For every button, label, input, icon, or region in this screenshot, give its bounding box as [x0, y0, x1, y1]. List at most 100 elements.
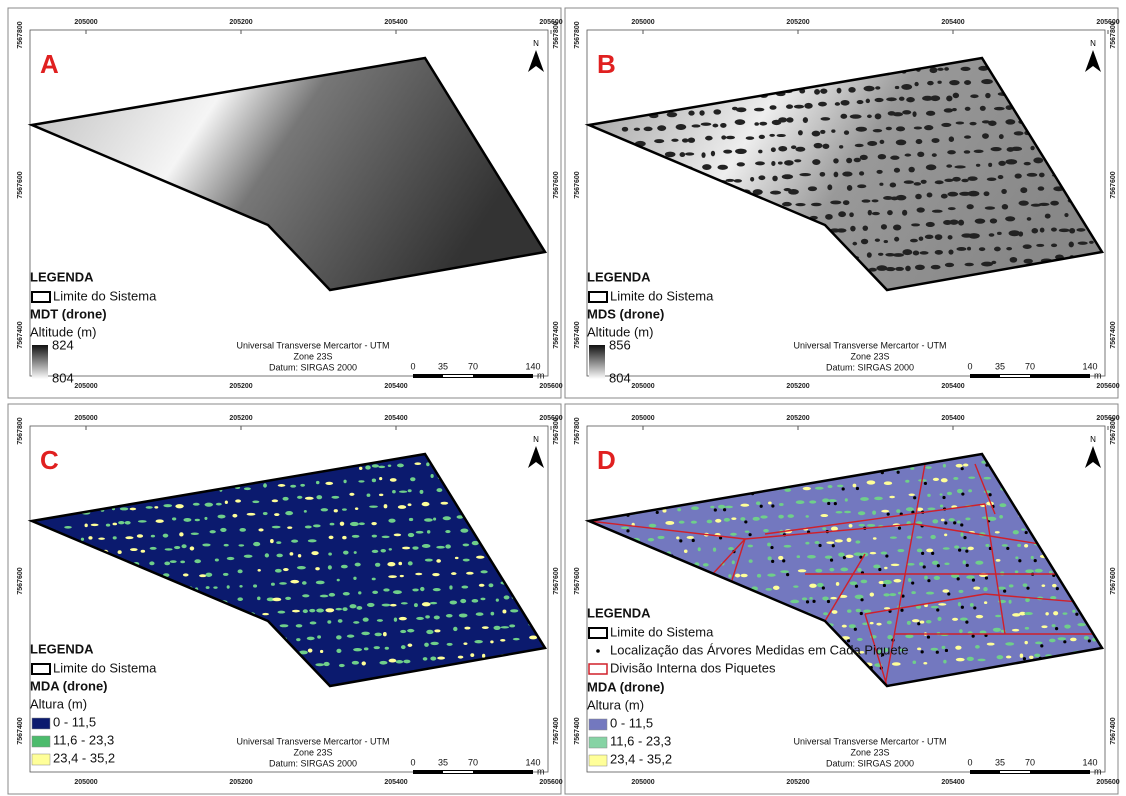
canopy	[311, 551, 318, 555]
canopy	[702, 164, 711, 170]
canopy	[257, 596, 261, 600]
canopy	[409, 518, 413, 521]
canopy	[921, 180, 927, 184]
legend-heading: MDT (drone)	[30, 306, 107, 321]
canopy	[408, 533, 414, 537]
canopy	[947, 492, 952, 496]
canopy	[799, 173, 811, 176]
canopy	[202, 543, 210, 546]
canopy	[1033, 157, 1043, 163]
scale-unit: m	[537, 766, 545, 776]
canopy	[890, 182, 897, 187]
canopy	[890, 536, 897, 539]
scale-bar-gap	[443, 375, 473, 377]
canopy	[258, 528, 263, 531]
canopy	[434, 616, 440, 620]
canopy	[958, 220, 964, 226]
canopy	[215, 558, 219, 561]
canopy	[844, 130, 849, 135]
canopy	[924, 125, 933, 130]
canopy	[845, 555, 853, 558]
canopy	[113, 523, 118, 526]
canopy	[884, 240, 888, 243]
canopy	[825, 214, 833, 220]
canopy	[384, 504, 388, 508]
canopy	[461, 586, 468, 589]
canopy	[944, 108, 953, 112]
tree-point	[937, 564, 940, 567]
canopy	[425, 559, 433, 562]
canopy	[803, 117, 808, 123]
canopy	[798, 569, 807, 572]
canopy	[278, 484, 286, 487]
x-coord-label: 205600	[1096, 779, 1119, 786]
canopy	[1009, 600, 1012, 604]
canopy	[749, 559, 753, 563]
canopy	[509, 624, 515, 627]
canopy	[797, 555, 801, 558]
tree-point	[860, 598, 863, 601]
canopy	[263, 512, 268, 515]
canopy	[795, 203, 805, 206]
canopy	[1029, 656, 1034, 659]
canopy	[822, 144, 829, 149]
map-panel: 2050002050002052002052002054002054002056…	[565, 8, 1120, 398]
legend-point-swatch	[596, 649, 600, 653]
tree-point	[832, 544, 835, 547]
canopy	[303, 609, 308, 613]
legend-heading: MDA (drone)	[587, 679, 665, 694]
panel-letter: A	[40, 49, 59, 79]
tree-point	[945, 649, 948, 652]
canopy	[809, 584, 816, 588]
canopy	[432, 573, 439, 576]
canopy	[474, 640, 482, 643]
canopy	[822, 527, 826, 530]
canopy	[968, 191, 980, 197]
canopy	[277, 611, 285, 614]
canopy	[976, 615, 983, 619]
canopy	[1035, 569, 1043, 573]
canopy	[944, 179, 953, 182]
scale-label: 70	[468, 757, 478, 767]
scale-label: 70	[468, 361, 478, 371]
canopy	[480, 570, 487, 573]
canopy	[476, 556, 485, 559]
canopy	[433, 588, 441, 591]
canopy	[768, 556, 772, 560]
canopy	[449, 585, 452, 589]
legend-class-swatch	[32, 736, 50, 747]
canopy	[881, 510, 889, 513]
canopy	[489, 583, 494, 587]
canopy	[896, 195, 907, 200]
tree-point	[1018, 559, 1021, 562]
canopy	[932, 210, 943, 213]
x-coord-label: 205400	[384, 415, 407, 422]
canopy	[500, 626, 509, 628]
canopy	[889, 496, 895, 499]
canopy	[472, 599, 479, 603]
projection-text: Zone 23S	[850, 351, 889, 361]
canopy	[988, 163, 992, 167]
canopy	[1027, 217, 1032, 221]
canopy	[388, 519, 395, 523]
canopy	[443, 516, 451, 520]
canopy	[872, 199, 879, 202]
tree-point	[961, 467, 964, 470]
canopy	[941, 478, 948, 482]
tree-point	[1025, 531, 1028, 534]
canopy	[860, 155, 868, 160]
canopy	[952, 177, 961, 182]
canopy	[331, 496, 339, 499]
tree-point	[917, 622, 920, 625]
canopy	[889, 593, 896, 596]
canopy	[760, 515, 767, 518]
canopy	[156, 519, 164, 523]
x-coord-label: 205000	[631, 779, 654, 786]
canopy	[884, 607, 890, 609]
scale-label: 70	[1025, 361, 1035, 371]
canopy	[181, 544, 186, 548]
tree-point	[936, 608, 939, 611]
canopy	[705, 136, 713, 141]
canopy	[372, 535, 377, 538]
canopy	[224, 544, 229, 547]
